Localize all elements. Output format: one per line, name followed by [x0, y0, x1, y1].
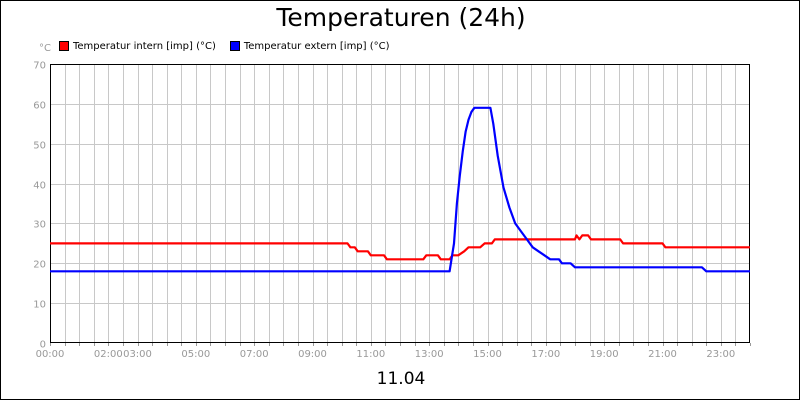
x-tick-label: 05:00	[181, 349, 210, 360]
legend-item-intern: Temperatur intern [imp] (°C)	[59, 41, 216, 52]
legend-label-extern: Temperatur extern [imp] (°C)	[243, 40, 390, 52]
y-tick-label: 70	[33, 61, 46, 72]
y-tick-label: 10	[33, 300, 46, 311]
x-tick-label: 02:00	[94, 349, 123, 360]
legend-item-extern: Temperatur extern [imp] (°C)	[229, 40, 390, 52]
x-tick-label: 13:00	[415, 349, 444, 360]
series-line-extern	[50, 106, 750, 273]
x-tick-label: 23:00	[706, 349, 735, 360]
legend-swatch-extern	[229, 41, 240, 51]
y-tick-label: 20	[33, 260, 46, 271]
legend-label-intern: Temperatur intern [imp] (°C)	[73, 40, 216, 52]
y-tick-label: 60	[33, 101, 46, 112]
chart-title: Temperaturen (24h)	[276, 3, 526, 32]
chart-legend: Temperatur intern [imp] (°C) Temperatur …	[59, 39, 390, 53]
x-axis-date-label: 11.04	[376, 369, 426, 389]
x-tick-label: 11:00	[356, 349, 385, 360]
x-tick-label: 00:00	[36, 349, 65, 360]
y-tick-label: 40	[33, 181, 46, 192]
x-tick-label: 09:00	[298, 349, 327, 360]
x-tick-label: 07:00	[240, 349, 269, 360]
x-tick-label: 15:00	[473, 349, 502, 360]
x-tick-label: 21:00	[648, 349, 677, 360]
legend-swatch-intern	[59, 41, 69, 51]
y-tick-label: 0	[40, 340, 46, 351]
y-tick-label: 50	[33, 141, 46, 152]
x-tick-label: 17:00	[531, 349, 560, 360]
plot-border	[50, 64, 750, 343]
y-axis-unit-label: °C	[39, 43, 51, 54]
x-tick-label: 03:00	[123, 349, 152, 360]
y-tick-label: 30	[33, 220, 46, 231]
x-tick-label: 19:00	[590, 349, 619, 360]
series-line-intern	[50, 234, 750, 261]
